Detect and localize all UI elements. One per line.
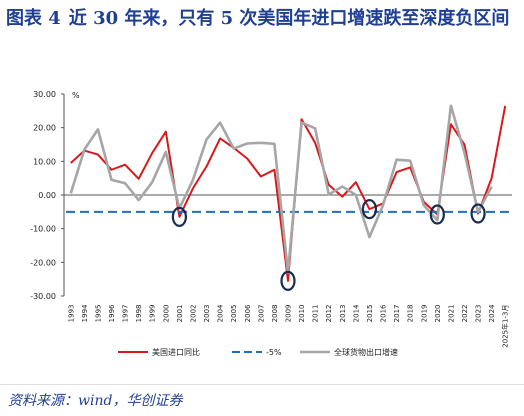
x-tick-label: 2025年1-3月 [501,305,510,348]
legend-label: 美国进口同比 [152,347,200,357]
y-tick-label: -20.00 [30,258,56,267]
x-tick-label: 2008 [271,305,279,323]
x-tick-label: 2014 [352,304,360,322]
x-tick-label: 2019 [420,305,428,323]
x-tick-label: 2022 [461,305,469,323]
x-tick-label: 2020 [434,305,442,323]
highlight-circle [470,203,486,224]
x-tick-label: 2001 [176,305,184,323]
x-tick-label: 2006 [244,304,252,322]
source-note: 资料来源：wind，华创证券 [8,393,183,409]
legend-label: -5% [266,348,282,357]
y-tick-label: -30.00 [30,292,56,301]
series-line-us-imports [70,105,507,282]
x-tick-label: 2013 [339,305,347,323]
x-tick-label: 1996 [108,304,116,322]
x-tick-label: 1994 [81,304,89,322]
y-axis-unit-label: % [72,91,80,100]
highlight-circle [171,206,187,227]
x-tick-label: 2000 [162,305,170,323]
x-tick-label: 1999 [149,305,157,323]
x-tick-label: 2004 [217,304,225,322]
y-tick-label: 30.00 [33,90,56,99]
figure-title-text: 近 30 年来，只有 5 次美国年进口增速跌至深度负区间 [68,8,510,29]
x-tick-label: 2024 [488,304,496,322]
y-tick-label: -10.00 [30,225,56,234]
highlight-circle [429,204,445,225]
x-tick-label: 2016 [380,304,388,322]
y-tick-label: 20.00 [33,124,56,133]
x-tick-label: 2018 [407,305,415,323]
x-tick-label: 1998 [135,305,143,323]
x-tick-label: 1993 [67,305,75,323]
x-tick-label: 2005 [230,305,238,323]
legend-label: 全球货物出口增速 [334,347,398,357]
x-tick-label: 1997 [122,305,130,323]
source-divider [0,384,524,385]
highlight-circle [280,270,296,291]
y-tick-label: 10.00 [33,157,56,166]
x-tick-label: 2002 [189,305,197,323]
chart-title: 图表 4 近 30 年来，只有 5 次美国年进口增速跌至深度负区间 [6,4,518,33]
x-tick-label: 2021 [447,305,455,323]
x-tick-label: 2003 [203,305,211,323]
figure-number: 图表 4 [6,8,61,29]
series-line-global-exports [69,104,493,274]
x-tick-label: 2017 [393,305,401,323]
x-tick-label: 2023 [475,305,483,323]
x-tick-label: 1995 [94,305,102,323]
y-tick-label: 0.00 [38,191,56,200]
line-chart: 30.00 20.00 10.00 0.00 -10.00 -20.00 -30.00% 19… [30,90,512,357]
x-tick-label: 2011 [312,305,320,323]
x-tick-label: 2010 [298,305,306,323]
highlight-circle [361,199,378,220]
x-tick-label: 2012 [325,305,333,323]
chart-area: 30.00 20.00 10.00 0.00 -10.00 -20.00 -30.00% 19… [0,64,524,384]
x-tick-label: 2015 [366,305,374,323]
x-tick-label: 2007 [257,305,265,323]
x-tick-label: 2009 [285,305,293,323]
